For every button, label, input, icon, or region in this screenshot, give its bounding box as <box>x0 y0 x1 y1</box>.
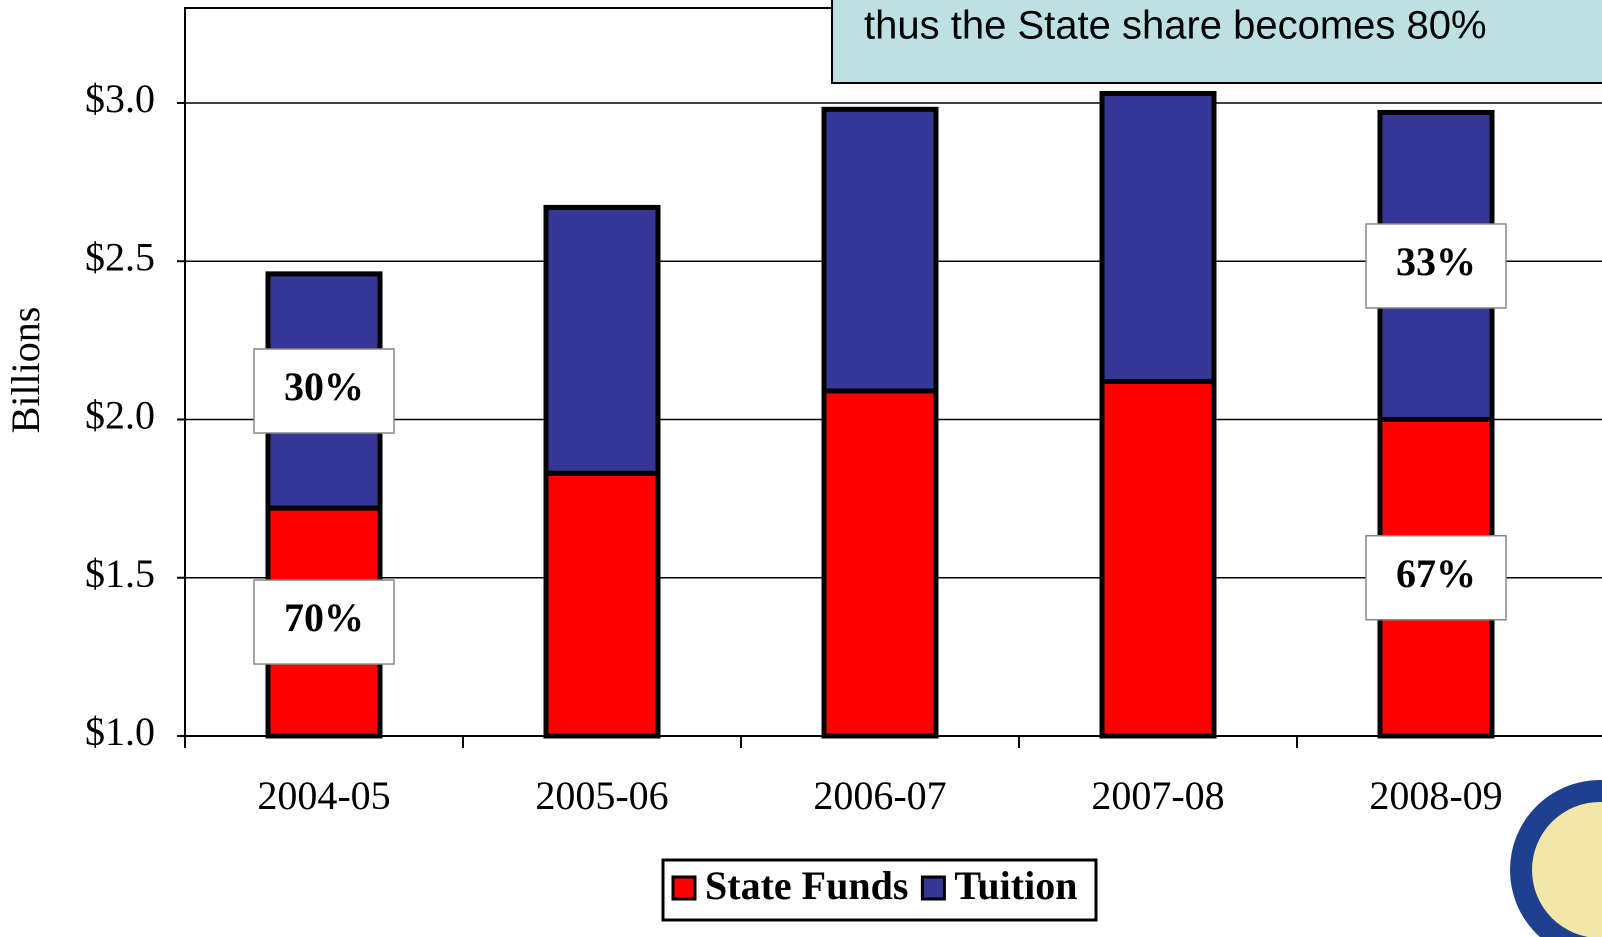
y-axis-title: Billions <box>3 307 48 434</box>
y-tick-label: $2.5 <box>85 234 155 279</box>
y-tick-label: $1.0 <box>85 709 155 754</box>
x-tick-label: 2008-09 <box>1369 773 1502 818</box>
bar-segment <box>1099 378 1217 739</box>
legend <box>661 858 1098 922</box>
annotation: 30% <box>284 364 364 409</box>
x-tick-label: 2007-08 <box>1091 773 1224 818</box>
x-tick-label: 2006-07 <box>813 773 946 818</box>
legend-label: State Funds <box>705 863 908 908</box>
legend-label: Tuition <box>954 863 1077 908</box>
x-tick-label: 2004-05 <box>257 773 390 818</box>
annotation: 67% <box>1396 551 1476 596</box>
legend-swatch <box>671 875 697 901</box>
annotation-box <box>1365 534 1507 621</box>
bar-segment <box>821 106 939 394</box>
callout-box <box>831 0 1602 84</box>
logo-center <box>1532 802 1602 937</box>
annotation-box <box>253 348 395 434</box>
y-tick-label: $3.0 <box>85 76 155 121</box>
x-tick-label: 2005-06 <box>535 773 668 818</box>
y-tick-label: $2.0 <box>85 393 155 438</box>
annotation: 33% <box>1396 239 1476 284</box>
annotation-box <box>253 579 395 665</box>
annotation-box <box>1365 223 1507 309</box>
logo <box>1510 780 1602 937</box>
bar-segment <box>543 470 661 739</box>
annotation: 70% <box>284 595 364 640</box>
legend-swatch <box>920 875 946 901</box>
callout-text: thus the State share becomes 80% <box>864 4 1487 48</box>
bar-segment <box>1099 90 1217 384</box>
bar-segment <box>543 204 661 476</box>
bar-segment <box>821 388 939 739</box>
y-tick-label: $1.5 <box>85 551 155 596</box>
